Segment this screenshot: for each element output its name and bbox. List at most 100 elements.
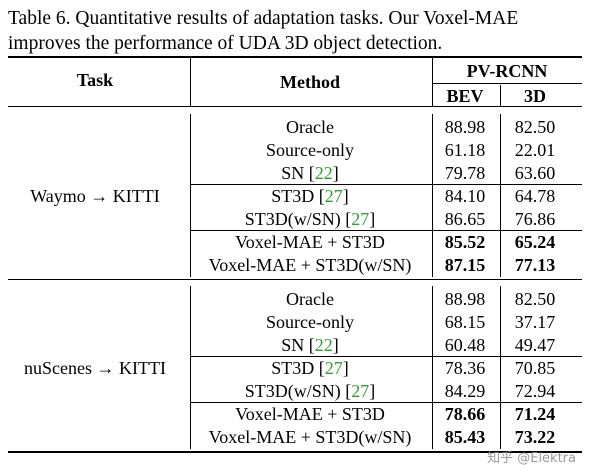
- threed-value: 82.50: [514, 117, 556, 137]
- citation-link[interactable]: 27: [324, 358, 343, 378]
- task-arrow: →: [90, 186, 109, 206]
- group-underline: [432, 83, 582, 84]
- citation-link[interactable]: 27: [351, 381, 370, 401]
- citation-bracket: ]: [369, 381, 376, 401]
- threed-value: 63.60: [514, 163, 556, 183]
- group-vline: [500, 114, 501, 277]
- method-cell: Source-only: [190, 311, 430, 333]
- bev-value: 88.98: [444, 289, 486, 309]
- table-caption: Table 6. Quantitative results of adaptat…: [8, 6, 582, 56]
- group-vline: [432, 114, 433, 277]
- citation-bracket: ]: [342, 186, 349, 206]
- citation-link[interactable]: 27: [351, 209, 370, 229]
- method-cell: ST3D(w/SN) [27]: [190, 208, 430, 230]
- bev-value: 84.29: [444, 381, 486, 401]
- method-cell: Voxel-MAE + ST3D: [190, 403, 430, 425]
- method-name: SN [: [281, 335, 315, 355]
- threed-value: 37.17: [514, 312, 556, 332]
- method-cell: ST3D [27]: [190, 185, 430, 207]
- method-cell: Voxel-MAE + ST3D(w/SN): [190, 254, 430, 276]
- threed-value: 76.86: [514, 209, 556, 229]
- bev-value: 60.48: [444, 335, 486, 355]
- header-bev: BEV: [446, 86, 484, 106]
- header-method: Method: [280, 72, 340, 92]
- threed-value: 49.47: [514, 335, 556, 355]
- header-vline-3: [500, 85, 501, 106]
- threed-value: 72.94: [514, 381, 556, 401]
- method-name: Source-only: [266, 312, 354, 332]
- threed-value: 64.78: [514, 186, 556, 206]
- bev-value: 78.66: [444, 404, 486, 424]
- bev-value: 84.10: [444, 186, 486, 206]
- task-src: nuScenes: [24, 358, 92, 378]
- method-name: Voxel-MAE + ST3D(w/SN): [208, 255, 412, 275]
- subgroup-rule: [190, 184, 582, 185]
- method-name: ST3D(w/SN) [: [244, 209, 352, 229]
- task-dst: KITTI: [119, 358, 166, 378]
- group-vline: [500, 286, 501, 449]
- top-rule: [8, 56, 582, 58]
- task-dst: KITTI: [112, 186, 160, 206]
- method-cell: Oracle: [190, 288, 430, 310]
- group-vline: [190, 286, 191, 449]
- caption-line-1: Table 6. Quantitative results of adaptat…: [8, 8, 519, 29]
- citation-link[interactable]: 22: [314, 335, 333, 355]
- watermark: 知乎 @Elektra: [487, 451, 576, 466]
- method-cell: ST3D(w/SN) [27]: [190, 380, 430, 402]
- method-cell: ST3D [27]: [190, 357, 430, 379]
- citation-link[interactable]: 22: [314, 163, 333, 183]
- threed-value: 65.24: [514, 232, 556, 252]
- bev-value: 78.36: [444, 358, 486, 378]
- method-name: ST3D [: [271, 186, 325, 206]
- method-name: ST3D(w/SN) [: [244, 381, 352, 401]
- bev-value: 79.78: [444, 163, 486, 183]
- method-cell: SN [22]: [190, 334, 430, 356]
- method-name: Oracle: [286, 117, 334, 137]
- header-group: PV-RCNN: [466, 61, 548, 81]
- method-name: Oracle: [286, 289, 334, 309]
- threed-value: 22.01: [514, 140, 556, 160]
- threed-value: 70.85: [514, 358, 556, 378]
- bev-value: 61.18: [444, 140, 486, 160]
- citation-bracket: ]: [342, 358, 349, 378]
- bottom-rule: [8, 451, 582, 453]
- header-task: Task: [76, 70, 114, 90]
- header-vline-2: [432, 58, 433, 106]
- method-name: Voxel-MAE + ST3D: [235, 404, 385, 424]
- citation-bracket: ]: [332, 163, 339, 183]
- task-label: nuScenes → KITTI: [0, 357, 190, 379]
- bev-value: 85.52: [444, 232, 486, 252]
- method-name: Source-only: [266, 140, 354, 160]
- group-vline: [190, 114, 191, 277]
- bev-value: 88.98: [444, 117, 486, 137]
- citation-bracket: ]: [369, 209, 376, 229]
- method-name: Voxel-MAE + ST3D: [235, 232, 385, 252]
- method-cell: Source-only: [190, 139, 430, 161]
- group-separator-rule: [8, 279, 582, 280]
- citation-link[interactable]: 27: [324, 186, 343, 206]
- header-bottom-rule: [8, 106, 582, 107]
- threed-value: 73.22: [514, 427, 556, 447]
- bev-value: 86.65: [444, 209, 486, 229]
- task-label: Waymo → KITTI: [0, 185, 190, 207]
- citation-bracket: ]: [332, 335, 339, 355]
- caption-line-2: improves the performance of UDA 3D objec…: [8, 33, 443, 54]
- method-cell: Voxel-MAE + ST3D(w/SN): [190, 426, 430, 448]
- bev-value: 68.15: [444, 312, 486, 332]
- group-vline: [432, 286, 433, 449]
- task-src: Waymo: [30, 186, 86, 206]
- method-cell: Voxel-MAE + ST3D: [190, 231, 430, 253]
- method-cell: Oracle: [190, 116, 430, 138]
- header-3d: 3D: [524, 86, 546, 106]
- method-name: SN [: [281, 163, 315, 183]
- method-name: ST3D [: [271, 358, 325, 378]
- threed-value: 77.13: [514, 255, 556, 275]
- subgroup-rule: [190, 230, 582, 231]
- threed-value: 71.24: [514, 404, 556, 424]
- threed-value: 82.50: [514, 289, 556, 309]
- header-vline-1: [190, 58, 191, 106]
- subgroup-rule: [190, 356, 582, 357]
- method-cell: SN [22]: [190, 162, 430, 184]
- bev-value: 87.15: [444, 255, 486, 275]
- task-arrow: →: [96, 358, 115, 378]
